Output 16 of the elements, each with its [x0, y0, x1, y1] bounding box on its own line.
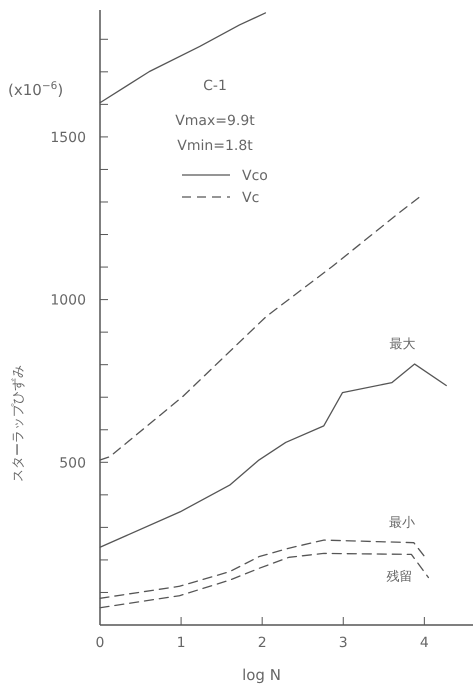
- y-tick-label: 1500: [50, 130, 86, 146]
- x-tick-label: 0: [96, 635, 104, 651]
- x-tick-label: 1: [176, 635, 186, 651]
- legend-label: Vc: [242, 190, 260, 206]
- annotation: Vmin=1.8t: [177, 138, 254, 154]
- x-axis-title: log N: [242, 666, 281, 684]
- annotation: C-1: [203, 78, 227, 94]
- x-tick-label: 2: [258, 635, 267, 651]
- annotation: Vmax=9.9t: [175, 113, 256, 129]
- x-tick-label: 3: [338, 635, 348, 651]
- y-axis-title: スターラップひずみ: [11, 364, 26, 482]
- text: (x10$^{−6}$): [8, 80, 64, 99]
- x-tick-label: 4: [420, 635, 429, 651]
- legend-label: Vco: [242, 168, 268, 184]
- y-tick-label: 500: [59, 455, 86, 472]
- y-tick-label: 1000: [50, 292, 86, 309]
